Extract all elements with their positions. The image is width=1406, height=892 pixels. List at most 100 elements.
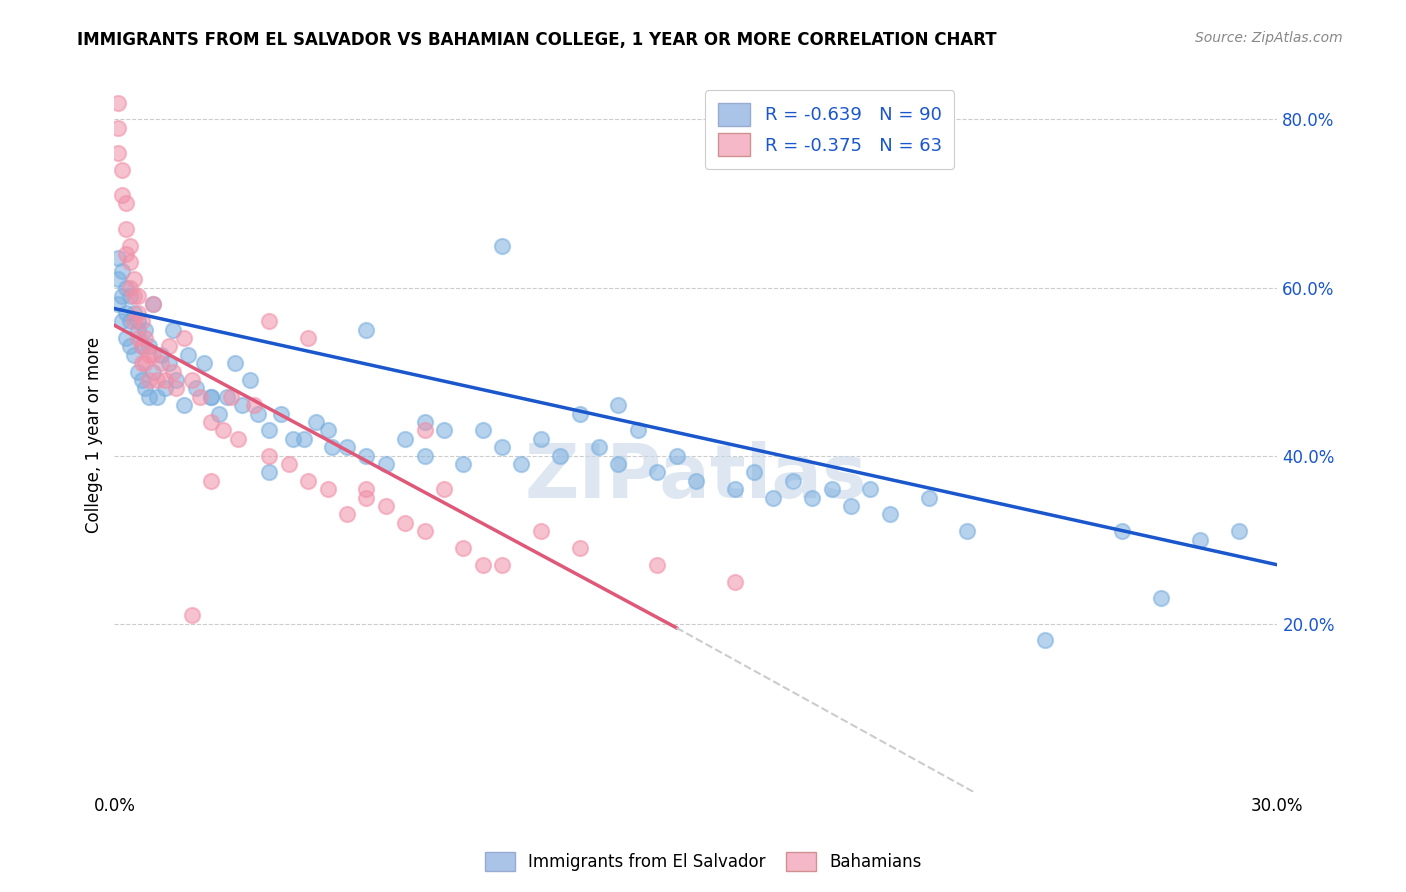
Point: [149, 356, 172, 370]
Point: [107, 146, 129, 161]
Point: [645, 558, 668, 572]
Point: [122, 348, 145, 362]
Point: [231, 398, 253, 412]
Point: [134, 331, 156, 345]
Point: [259, 466, 281, 480]
Point: [131, 339, 153, 353]
Point: [127, 289, 149, 303]
Point: [215, 390, 238, 404]
Point: [134, 356, 156, 370]
Point: [453, 541, 475, 555]
Point: [142, 348, 165, 362]
Point: [1227, 524, 1250, 539]
Point: [413, 423, 436, 437]
Point: [374, 499, 396, 513]
Point: [146, 373, 169, 387]
Point: [118, 280, 141, 294]
Point: [336, 508, 359, 522]
Point: [157, 356, 180, 370]
Point: [433, 423, 456, 437]
Point: [356, 491, 378, 505]
Point: [530, 432, 553, 446]
Point: [859, 482, 882, 496]
Point: [107, 272, 129, 286]
Point: [228, 432, 250, 446]
Point: [413, 449, 436, 463]
Point: [173, 398, 195, 412]
Point: [134, 322, 156, 336]
Point: [1188, 533, 1211, 547]
Point: [627, 423, 650, 437]
Point: [356, 482, 378, 496]
Point: [122, 306, 145, 320]
Point: [107, 297, 129, 311]
Point: [394, 432, 416, 446]
Point: [138, 373, 160, 387]
Point: [742, 466, 765, 480]
Point: [115, 306, 138, 320]
Point: [127, 306, 149, 320]
Point: [336, 440, 359, 454]
Point: [568, 541, 591, 555]
Point: [138, 348, 160, 362]
Point: [281, 432, 304, 446]
Point: [127, 331, 149, 345]
Point: [956, 524, 979, 539]
Point: [208, 407, 231, 421]
Point: [645, 466, 668, 480]
Point: [111, 188, 134, 202]
Point: [219, 390, 242, 404]
Point: [801, 491, 824, 505]
Point: [297, 331, 319, 345]
Text: IMMIGRANTS FROM EL SALVADOR VS BAHAMIAN COLLEGE, 1 YEAR OR MORE CORRELATION CHAR: IMMIGRANTS FROM EL SALVADOR VS BAHAMIAN …: [77, 31, 997, 49]
Point: [173, 331, 195, 345]
Point: [118, 289, 141, 303]
Point: [548, 449, 571, 463]
Point: [142, 297, 165, 311]
Point: [782, 474, 804, 488]
Point: [1111, 524, 1133, 539]
Legend: Immigrants from El Salvador, Bahamians: Immigrants from El Salvador, Bahamians: [477, 843, 929, 880]
Point: [184, 381, 207, 395]
Point: [127, 322, 149, 336]
Point: [142, 365, 165, 379]
Point: [212, 423, 235, 437]
Point: [200, 390, 222, 404]
Point: [530, 524, 553, 539]
Point: [665, 449, 688, 463]
Point: [111, 263, 134, 277]
Point: [111, 289, 134, 303]
Point: [115, 247, 138, 261]
Point: [724, 574, 747, 589]
Point: [200, 390, 222, 404]
Point: [510, 457, 533, 471]
Point: [394, 516, 416, 530]
Point: [107, 251, 129, 265]
Point: [107, 120, 129, 135]
Point: [491, 440, 513, 454]
Point: [1033, 633, 1056, 648]
Point: [138, 390, 160, 404]
Point: [270, 407, 292, 421]
Point: [115, 196, 138, 211]
Point: [277, 457, 299, 471]
Point: [127, 314, 149, 328]
Point: [374, 457, 396, 471]
Point: [1150, 591, 1173, 606]
Point: [356, 322, 378, 336]
Point: [138, 339, 160, 353]
Point: [115, 221, 138, 235]
Point: [118, 314, 141, 328]
Point: [879, 508, 901, 522]
Point: [316, 482, 339, 496]
Text: Source: ZipAtlas.com: Source: ZipAtlas.com: [1195, 31, 1343, 45]
Point: [153, 381, 176, 395]
Point: [131, 339, 153, 353]
Point: [305, 415, 328, 429]
Point: [122, 289, 145, 303]
Point: [820, 482, 842, 496]
Point: [165, 381, 187, 395]
Point: [177, 348, 200, 362]
Point: [243, 398, 266, 412]
Point: [762, 491, 785, 505]
